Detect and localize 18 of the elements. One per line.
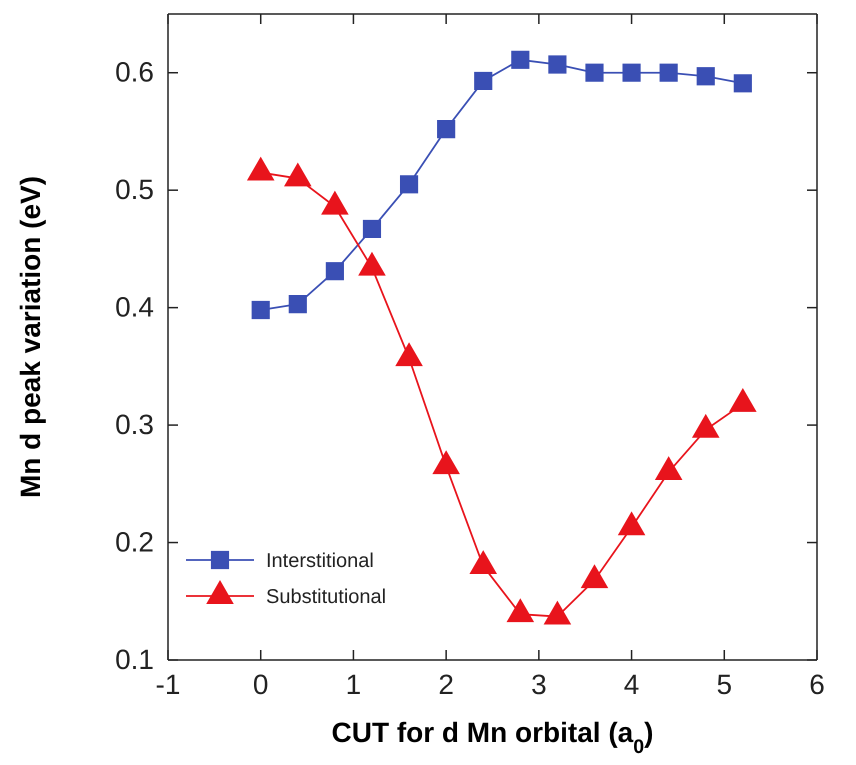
x-tick-label: 1 [346, 668, 362, 700]
y-tick-label: 0.4 [115, 292, 154, 323]
x-tick-label: 2 [438, 668, 454, 700]
x-tick-label: 5 [716, 668, 732, 700]
y-tick-label: 0.6 [115, 56, 154, 88]
x-axis-title: CUT for d Mn orbital (a$_{0}$) [332, 717, 654, 758]
x-tick-label: 6 [809, 668, 825, 700]
legend-label: Interstitional [266, 550, 374, 572]
x-tick-label: 4 [624, 668, 640, 700]
x-tick-label: -1 [156, 668, 180, 700]
y-axis-title: Mn d peak variation (eV) [15, 176, 46, 498]
x-tick-label: 0 [252, 668, 269, 700]
y-tick-label: 0.1 [115, 644, 154, 675]
y-tick-label: 0.5 [115, 174, 154, 206]
y-tick-label: 0.2 [115, 526, 154, 558]
x-tick-label: 3 [531, 668, 547, 700]
y-tick-label: 0.3 [115, 409, 154, 440]
legend-label: Substitutional [266, 586, 386, 608]
